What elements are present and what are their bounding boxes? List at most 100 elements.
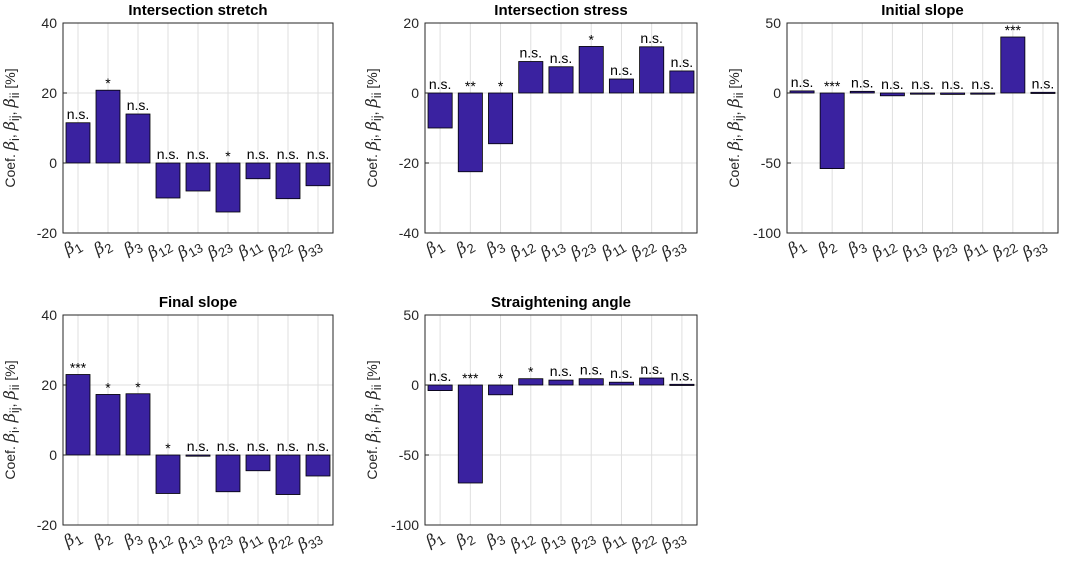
bar-2: [95, 89, 121, 164]
x-tick-label: β13: [536, 234, 568, 265]
x-tick-label: β12: [506, 234, 538, 265]
x-tick-label: β1: [59, 526, 85, 554]
significance-label: n.s.: [187, 438, 210, 454]
y-tick-label: 50: [403, 307, 419, 323]
x-tick-label: β12: [867, 234, 899, 265]
y-tick-label: -20: [37, 517, 57, 533]
bar-3: [488, 92, 514, 145]
x-tick-label: β11: [597, 526, 629, 557]
significance-label: n.s.: [429, 76, 452, 92]
significance-label: n.s.: [519, 45, 542, 61]
bar-4: [155, 162, 181, 199]
bar-9: [1030, 91, 1056, 94]
y-tick-label: -100: [753, 225, 781, 241]
chart-title: Intersection stretch: [128, 2, 267, 19]
x-tick-label: β22: [988, 234, 1020, 265]
significance-label: n.s.: [851, 74, 874, 90]
significance-label: ***: [70, 360, 87, 376]
significance-label: n.s.: [911, 76, 934, 92]
y-tick-label: 20: [41, 85, 57, 101]
significance-label: *: [135, 379, 141, 395]
x-tick-label: β11: [234, 234, 266, 265]
significance-label: n.s.: [971, 76, 994, 92]
x-tick-label: β33: [657, 234, 689, 265]
y-tick-label: -50: [399, 447, 419, 463]
bar-4: [518, 378, 544, 386]
significance-label: n.s.: [157, 146, 180, 162]
x-tick-label: β12: [143, 526, 175, 557]
bar-8: [1000, 36, 1026, 94]
bar-6: [215, 454, 241, 493]
bar-1: [65, 374, 91, 456]
y-axis-label: Coef. βi, βij, βii [%]: [724, 68, 746, 187]
x-tick-label: β3: [482, 526, 508, 554]
y-tick-label: 0: [773, 85, 781, 101]
chart-title: Final slope: [159, 294, 237, 311]
significance-label: n.s.: [277, 438, 300, 454]
significance-label: *: [105, 75, 111, 91]
x-tick-label: β1: [421, 526, 447, 554]
y-tick-label: -20: [37, 225, 57, 241]
x-tick-label: β2: [452, 526, 478, 554]
bar-1: [427, 92, 453, 129]
y-tick-label: 20: [41, 377, 57, 393]
significance-label: ***: [462, 370, 479, 386]
significance-label: *: [528, 364, 534, 380]
y-tick-label: 0: [49, 447, 57, 463]
significance-label: n.s.: [187, 146, 210, 162]
y-tick-label: 40: [41, 15, 57, 31]
bar-4: [879, 92, 905, 97]
significance-label: n.s.: [307, 146, 330, 162]
x-tick-label: β13: [536, 526, 568, 557]
bar-1: [65, 122, 91, 164]
bar-7: [970, 92, 996, 95]
x-tick-label: β1: [59, 234, 85, 262]
significance-label: n.s.: [941, 76, 964, 92]
bar-8: [639, 377, 665, 386]
x-tick-label: β11: [959, 234, 991, 265]
significance-label: n.s.: [671, 54, 694, 70]
significance-label: *: [498, 370, 504, 386]
x-tick-label: β23: [928, 234, 960, 265]
bar-9: [669, 383, 695, 386]
bar-9: [669, 70, 695, 94]
significance-label: n.s.: [307, 438, 330, 454]
bar-2: [95, 394, 121, 456]
significance-label: n.s.: [610, 62, 633, 78]
bar-5: [548, 66, 574, 94]
y-tick-label: -100: [391, 517, 419, 533]
x-tick-label: β13: [898, 234, 930, 265]
significance-label: n.s.: [610, 365, 633, 381]
chart-title: Straightening angle: [491, 294, 631, 311]
axes-box: [62, 22, 334, 234]
bar-2: [457, 384, 483, 484]
significance-label: n.s.: [881, 76, 904, 92]
bar-6: [940, 92, 966, 95]
chart-title: Intersection stress: [494, 2, 627, 19]
significance-label: n.s.: [791, 74, 814, 90]
x-tick-label: β1: [783, 234, 809, 262]
x-tick-label: β3: [844, 234, 870, 262]
significance-label: ***: [1005, 22, 1022, 38]
bar-7: [245, 454, 271, 472]
significance-label: *: [498, 78, 504, 94]
y-tick-label: 50: [765, 15, 781, 31]
axes-box: [62, 314, 334, 526]
y-tick-label: 0: [411, 377, 419, 393]
x-tick-label: β23: [566, 234, 598, 265]
bar-7: [608, 381, 634, 386]
bar-2: [457, 92, 483, 173]
bar-3: [125, 393, 151, 456]
bar-6: [578, 378, 604, 386]
significance-label: n.s.: [580, 362, 603, 378]
bar-7: [245, 162, 271, 180]
bar-8: [275, 162, 301, 200]
y-tick-label: 0: [411, 85, 419, 101]
axes-box: [786, 22, 1059, 234]
bar-3: [488, 384, 514, 396]
